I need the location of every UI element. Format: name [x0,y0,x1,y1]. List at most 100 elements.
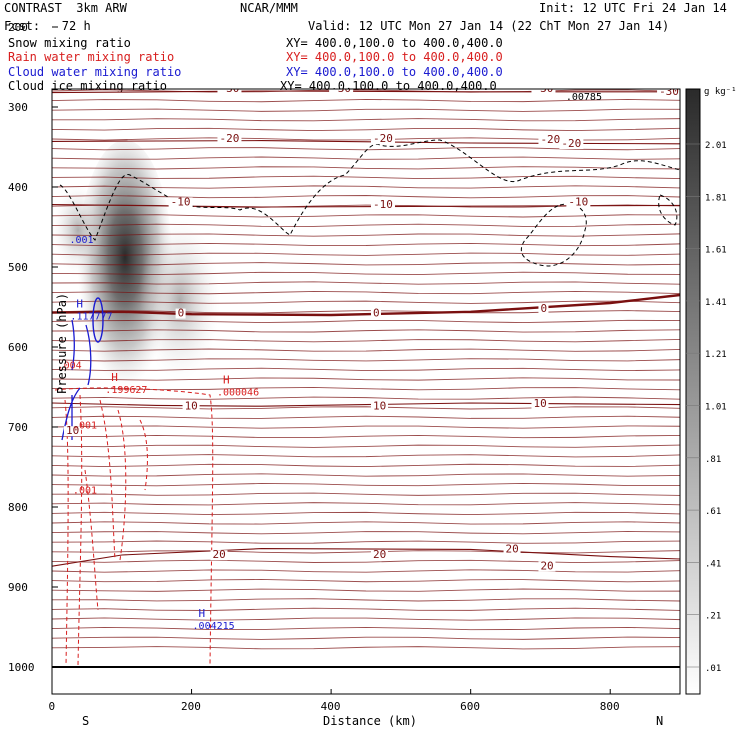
temp-label: -20 [540,133,560,146]
label-bg [329,89,354,94]
background-contour [52,175,680,180]
ice-contour [520,203,587,267]
label-bg [524,25,548,35]
label-bg [182,401,200,412]
y-axis-label: Pressure (hPa) [55,293,69,394]
temp-label: 10 [66,424,79,437]
y-tick-label: 700 [8,421,28,434]
background-contour [52,425,680,429]
background-contour [52,358,680,362]
axes: 1002003004005006007008009001000020040060… [8,21,620,713]
temp-label: -20 [561,137,581,150]
background-contour [52,13,680,15]
background-contour [52,194,680,199]
extremum-value: .00680 [639,0,675,1]
background-contour [52,626,680,631]
background-contour [52,636,680,640]
background-contour [52,492,680,496]
background-contour [52,377,680,381]
y-tick-label: 200 [8,21,28,34]
background-contour [52,118,680,122]
header-fcst: Fcst: 72 h [4,19,91,33]
label-bg [370,401,388,412]
temp-label: 20 [373,548,386,561]
temp-contour-20 [52,548,680,567]
background-contour [52,281,680,285]
background-contour [52,348,680,352]
colorbar-label: 1.41 [705,298,727,308]
background-contour [52,578,680,583]
background-contour [52,42,680,44]
background-contour [52,80,680,82]
background-contour [52,137,680,141]
background-contour [52,262,680,266]
temp-label: -30 [219,82,239,95]
header-center: NCAR/MMM [240,1,298,15]
background-contour [52,569,680,573]
colorbar-label: .01 [705,664,721,674]
field-cloud-xy: XY= 400.0,100.0 to 400.0,400.0 [286,65,503,79]
colorbar-label: .81 [705,455,721,465]
background-contour [52,396,680,400]
background-contour [52,127,680,132]
background-contour [52,454,680,458]
label-bg [217,89,242,94]
y-tick-label: 800 [8,501,28,514]
background-contour [52,607,680,611]
background-contour [52,233,680,237]
temp-label: -20 [219,132,239,145]
temp-label: 20 [506,543,519,556]
x-tick-label: 400 [321,700,341,713]
contour-label: .001 [286,49,310,60]
background-contour [52,214,680,218]
y-tick-label: 400 [8,181,28,194]
rain-contour [54,387,214,666]
y-tick-label: 900 [8,581,28,594]
temp-label: -40 [310,23,330,36]
background-contour [52,32,680,34]
x-tick-label: 600 [460,700,480,713]
background-contour [52,482,680,487]
temp-label: 0 [540,302,547,315]
temp-label: 20 [212,548,225,561]
background-contour [52,329,680,333]
background-contour [52,51,680,53]
background-contour [52,531,680,535]
field-snow-label: Snow mixing ratio [8,36,131,50]
extremum-marker: H [223,373,230,386]
extremum-value: .00785 [566,92,602,103]
temp-label: 10 [185,399,198,412]
extremum-marker: H [111,371,118,384]
colorbar-label: .21 [705,612,721,622]
colorbar-label: .61 [705,507,721,517]
contour-label: .001 [73,421,97,432]
background-contour [52,367,680,372]
background-contour [52,242,680,247]
background-contour [52,3,680,5]
label-bg [566,197,591,208]
background-contour [52,166,680,170]
label-bg [559,139,584,149]
background-contour [52,156,680,160]
background-contour [52,71,680,73]
x-tick-label: 0 [49,700,56,713]
x-tick-label: 800 [600,700,620,713]
background-contour [52,415,680,419]
colorbar-label: 1.61 [705,246,727,256]
label-bg [210,550,228,561]
background-contour [52,598,680,602]
cloud-ice-contours [59,139,680,267]
background-contour [52,463,680,468]
background-contour [52,319,680,324]
temp-label: -40 [526,23,546,36]
background-contour [52,550,680,554]
y-tick-label: 1000 [8,661,35,674]
colorbar-unit: g kg⁻¹ [704,87,737,97]
temp-label: -30 [331,82,351,95]
background-contour [52,23,680,25]
temp-label: -10 [568,195,588,208]
rain-contour [117,409,127,561]
rain-contour [139,419,148,491]
contour-label: .001 [481,20,505,31]
temp-label: 0 [373,307,380,320]
